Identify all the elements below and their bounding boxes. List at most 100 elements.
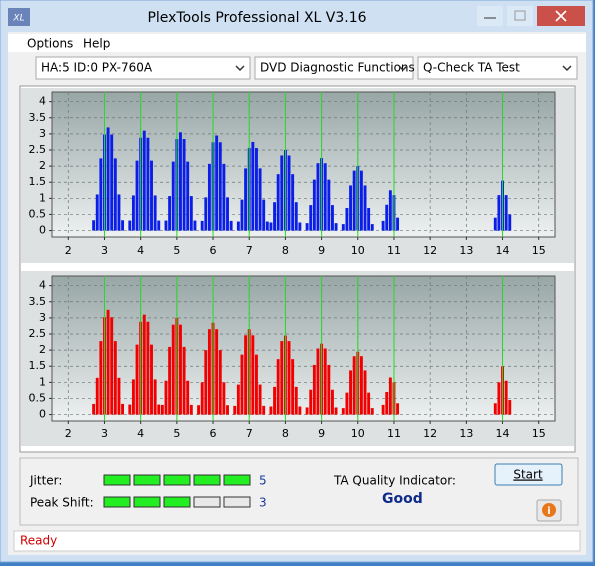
bar [504,380,508,415]
bar [197,405,201,415]
bar [142,314,146,415]
bar [327,364,331,415]
bar [367,392,371,415]
x-tick-label: 12 [423,427,437,440]
x-tick-label: 4 [137,244,144,257]
level-segment [163,496,191,508]
bar [186,161,190,231]
peak-shift-value: 3 [259,496,267,510]
plot-area [51,275,556,422]
bar [240,199,244,231]
bar [305,223,309,231]
charts: 00.511.522.533.542 3 4 5 6 7 8 9 10 11 12 13 14 1500.… [29,91,556,440]
bar [218,142,222,231]
bar [189,404,193,415]
bar [508,400,512,415]
bar [150,160,153,231]
bar [106,309,110,415]
bar [153,195,157,231]
y-tick-label: 1.5 [29,175,47,188]
bar [168,196,172,231]
drive-select[interactable] [35,56,251,80]
bar [251,141,255,231]
bar [291,359,295,415]
maximize-button[interactable] [507,6,533,26]
x-tick-label: 5 [173,244,180,257]
bar [157,404,161,415]
y-tick-label: 2.5 [29,327,47,340]
bar [497,195,501,231]
bar [226,405,229,415]
bar [128,220,132,231]
bar [121,403,125,415]
bar [504,195,508,231]
x-tick-label: 9 [318,427,325,440]
x-tick-label: 14 [496,427,510,440]
bar [226,197,229,231]
bar [341,408,345,415]
bar [273,202,276,231]
bar [388,377,392,415]
y-tick-label: 2 [39,343,46,356]
bar [113,341,117,415]
window-title: PlexTools Professional XL V3.16 [147,10,366,26]
bar [182,346,186,415]
menu-bar [8,34,586,52]
bar [218,350,222,415]
bar [396,403,400,415]
x-tick-label: 14 [496,244,510,257]
bar [233,405,237,415]
bar [146,137,150,231]
y-tick-label: 2 [39,159,46,172]
bar [298,222,302,231]
bar [349,370,352,415]
y-tick-label: 0 [39,224,46,237]
info-icon-text: i [547,506,550,517]
menu-options[interactable]: Options [27,37,73,51]
quality-label: TA Quality Indicator: [333,474,456,488]
level-segment [193,474,221,486]
bar [388,190,392,231]
app-icon-text: XL [12,14,24,24]
bar [262,405,266,415]
bar [110,134,114,231]
bar [265,221,269,231]
bar [99,341,103,415]
level-segment [193,496,221,508]
bar [345,208,349,231]
bar [150,344,153,415]
level-meters [103,474,251,508]
bar [189,196,193,231]
bar [334,223,338,231]
x-tick-label: 13 [459,244,473,257]
info-icon [542,503,556,517]
bar [276,359,280,415]
function-select[interactable] [254,56,414,80]
peak-shift-label: Peak Shift: [30,496,94,510]
x-tick-label: 6 [210,427,217,440]
bar [186,380,190,415]
plot-area [51,91,556,238]
bar [294,202,298,231]
bar [309,389,313,415]
maximize-icon [514,10,526,21]
minimize-button[interactable] [477,6,503,26]
bar [493,217,497,231]
bar [164,220,168,231]
menu-help[interactable]: Help [83,37,110,51]
bar [367,208,371,231]
bar [363,370,367,415]
start-button[interactable] [494,463,563,486]
status-bar [13,530,581,552]
bar [110,317,114,415]
y-tick-label: 0.5 [29,207,47,220]
bar [142,130,146,231]
bar [121,220,125,231]
bar [280,341,284,415]
test-select[interactable] [417,56,578,80]
y-tick-label: 3 [39,127,46,140]
bar [168,346,172,415]
x-tick-label: 7 [246,427,253,440]
bar [229,220,233,231]
